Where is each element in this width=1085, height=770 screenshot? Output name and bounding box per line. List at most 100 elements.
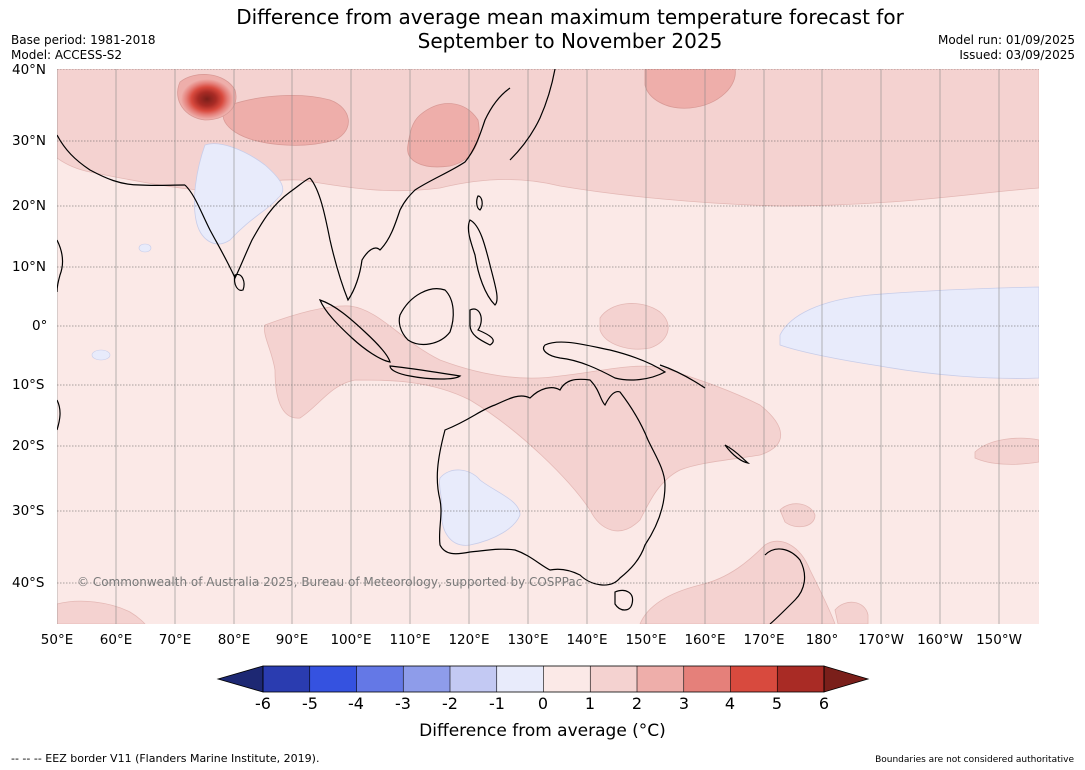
coastline-solomon-islands <box>659 364 706 389</box>
coastline-australia <box>436 378 666 586</box>
lon-label: 90°E <box>275 632 309 648</box>
anomaly-india-cool-patch <box>194 143 284 245</box>
coastline-africa-south <box>57 399 61 431</box>
colorbar-tick: 1 <box>584 694 596 713</box>
coastline-africa <box>57 239 64 293</box>
coastline-arabia <box>57 134 186 187</box>
anomaly-pacific-cool-patch <box>779 286 1039 379</box>
coastline-sulawesi <box>469 308 494 346</box>
eez-border-note: -- -- -- EEZ border V11 (Flanders Marine… <box>11 752 320 765</box>
lat-label: 10°N <box>12 259 47 275</box>
coastline-southeast-asia <box>309 87 511 302</box>
colorbar-segment <box>309 666 357 692</box>
lon-label: 70°E <box>158 632 192 648</box>
model-run: Model run: 01/09/2025 <box>937 33 1075 47</box>
base-period: Base period: 1981-2018 <box>11 33 156 47</box>
anomaly-tasman-patch <box>639 540 836 624</box>
lon-label: 80°E <box>217 632 251 648</box>
colorbar-tick: -2 <box>442 694 458 713</box>
colorbar-extend-low <box>216 665 264 693</box>
anomaly-tibet-patch <box>222 95 349 146</box>
colorbar-tick: -4 <box>348 694 364 713</box>
lon-label: 130°E <box>507 632 549 648</box>
lon-label: 160°E <box>684 632 726 648</box>
colorbar-tick: 0 <box>537 694 549 713</box>
colorbar-extend-high <box>823 665 870 693</box>
coastline-tasmania <box>614 589 634 611</box>
coastline-sri-lanka <box>233 273 245 291</box>
metadata-left: Base period: 1981-2018 Model: ACCESS-S2 <box>11 33 156 63</box>
metadata-right: Model run: 01/09/2025 Issued: 03/09/2025 <box>938 33 1075 63</box>
lat-label: 30°S <box>12 503 45 519</box>
colorbar-tick: -5 <box>302 694 318 713</box>
colorbar-segment <box>730 666 778 692</box>
coastline-new-zealand <box>764 548 806 624</box>
colorbar-segment <box>450 666 497 692</box>
map-title: Difference from average mean maximum tem… <box>170 5 970 53</box>
lon-label: 170°W <box>858 632 904 648</box>
lon-label: 100°E <box>330 632 372 648</box>
colorbar-tick: 6 <box>818 694 830 713</box>
lon-label: 170°E <box>743 632 785 648</box>
lon-label: 180° <box>805 632 839 648</box>
colorbar-tick: -3 <box>395 694 411 713</box>
colorbar-segment <box>543 666 591 692</box>
colorbar-tick: -6 <box>255 694 271 713</box>
lon-label: 120°E <box>448 632 490 648</box>
coastline-new-caledonia <box>724 444 751 464</box>
coastline-borneo <box>398 288 454 346</box>
colorbar-tick: 4 <box>724 694 736 713</box>
coastline-india <box>184 177 311 280</box>
colorbar-segment <box>263 666 310 692</box>
lon-label: 160°W <box>917 632 963 648</box>
anomaly-south-east-patch-2 <box>834 601 869 624</box>
anomaly-southeast-patch <box>974 437 1039 465</box>
lat-label: 0° <box>32 318 48 334</box>
colorbar-segment <box>356 666 404 692</box>
colorbar-segment <box>403 666 450 692</box>
colorbar-segment <box>683 666 731 692</box>
lat-label: 30°N <box>12 133 47 149</box>
colorbar-segment <box>496 666 544 692</box>
anomaly-small-cool-patch-2 <box>138 243 152 253</box>
copyright-notice: © Commonwealth of Australia 2025, Bureau… <box>77 575 583 589</box>
lat-label: 10°S <box>12 377 45 393</box>
lon-label: 150°W <box>976 632 1022 648</box>
lon-label: 110°E <box>389 632 431 648</box>
anomaly-field <box>57 69 1039 624</box>
anomaly-china-patch <box>407 103 480 168</box>
coastline-philippines <box>467 219 498 306</box>
boundaries-disclaimer: Boundaries are not considered authoritat… <box>875 755 1074 765</box>
lat-label: 20°N <box>12 198 47 214</box>
colorbar-tick: 2 <box>631 694 643 713</box>
coastline-new-guinea <box>542 341 667 381</box>
anomaly-small-cool-patch <box>91 349 111 361</box>
colorbar-tick: -1 <box>489 694 505 713</box>
anomaly-himalaya-hotspot <box>181 79 233 119</box>
colorbar-tick: 3 <box>678 694 690 713</box>
title-line-1: Difference from average mean maximum tem… <box>236 5 904 29</box>
issued-date: Issued: 03/09/2025 <box>959 48 1075 62</box>
lon-label: 140°E <box>566 632 608 648</box>
colorbar-segment <box>637 666 684 692</box>
anomaly-southwest-patch <box>57 600 146 624</box>
coastlines <box>57 69 806 624</box>
lat-label: 40°N <box>12 62 47 78</box>
coastline-japan <box>509 69 556 161</box>
coastline-java <box>389 365 462 380</box>
lon-label: 60°E <box>99 632 133 648</box>
anomaly-northeast-patch <box>644 69 736 109</box>
anomaly-australia-cool-patch <box>439 469 521 546</box>
lat-label: 40°S <box>12 575 45 591</box>
lon-label: 150°E <box>625 632 667 648</box>
model-name: Model: ACCESS-S2 <box>11 48 123 62</box>
lon-label: 50°E <box>40 632 74 648</box>
colorbar-title: Difference from average (°C) <box>419 721 666 741</box>
colorbar-tick: 5 <box>771 694 783 713</box>
colorbar-segment <box>777 666 824 692</box>
title-line-2: September to November 2025 <box>417 29 723 53</box>
coastline-taiwan <box>476 195 483 211</box>
lat-label: 20°S <box>12 438 45 454</box>
